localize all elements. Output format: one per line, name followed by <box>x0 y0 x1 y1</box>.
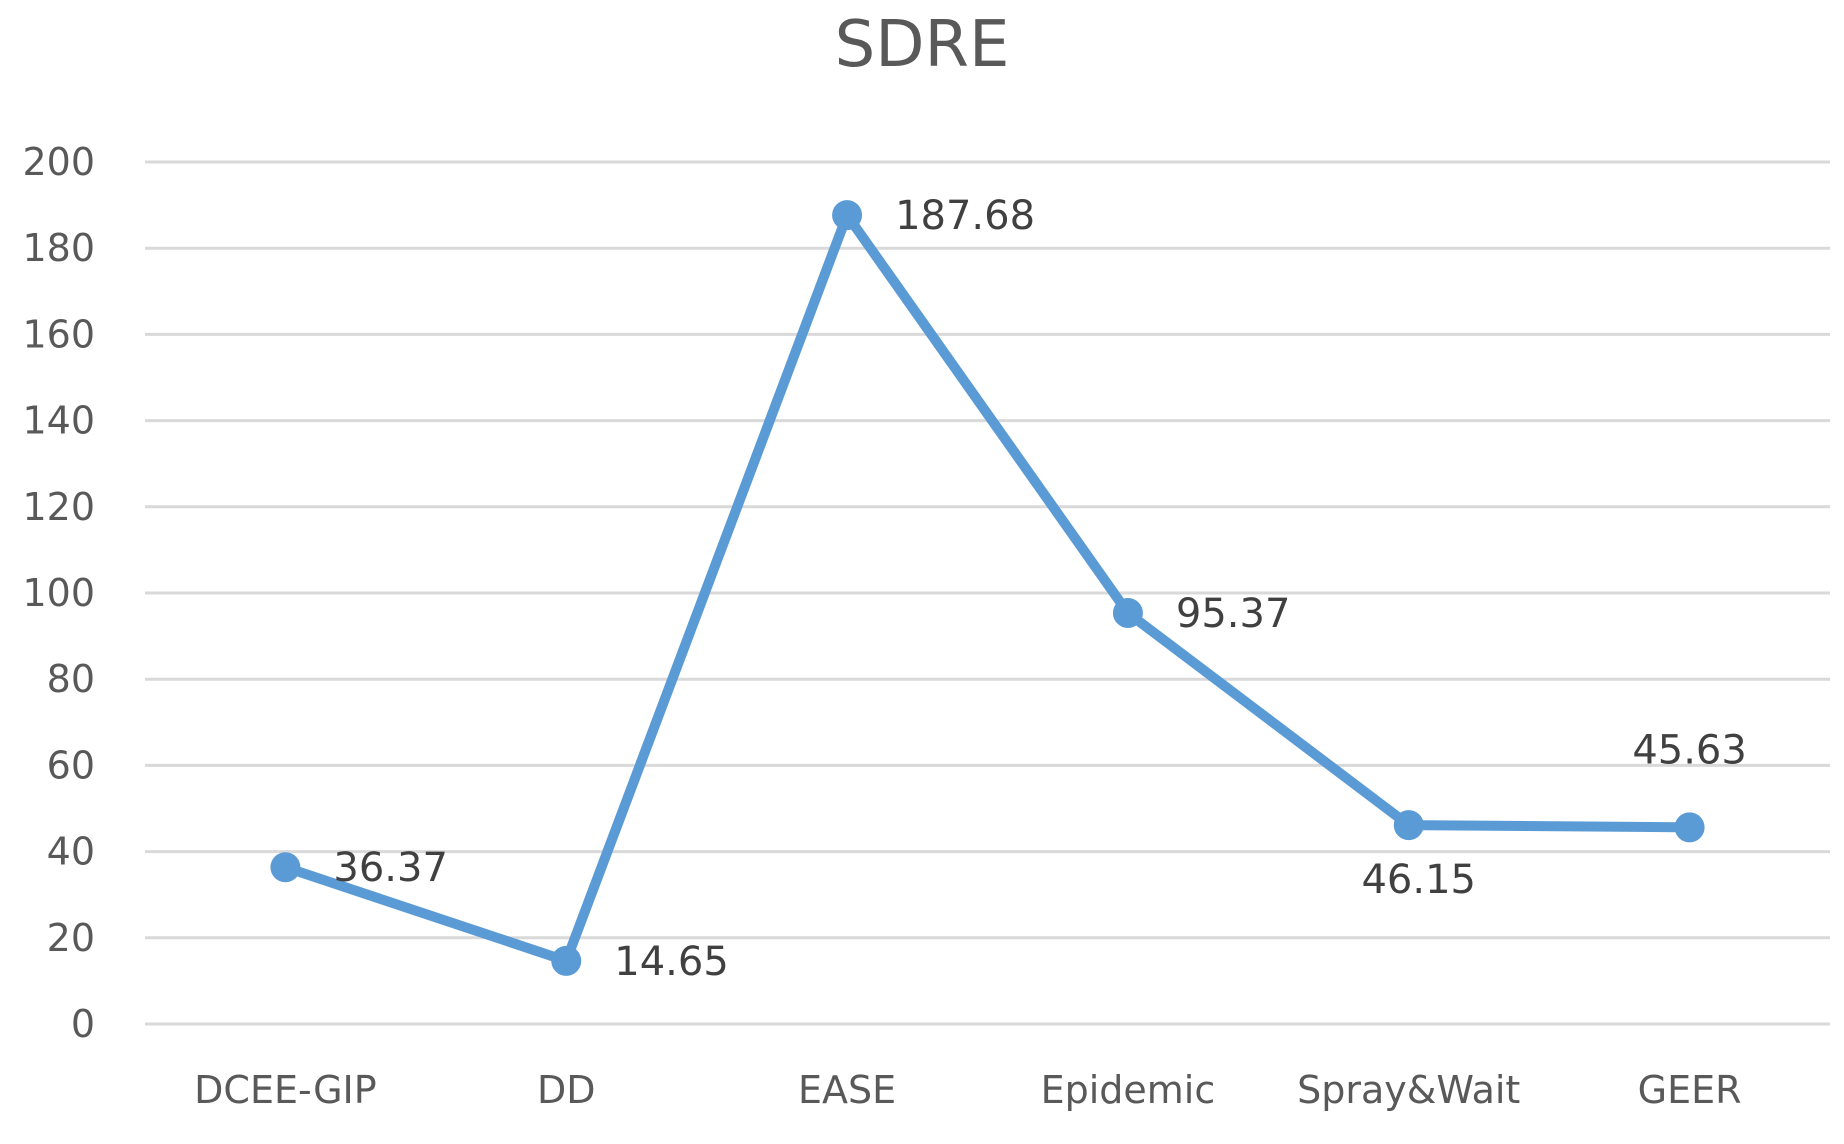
data-point <box>1112 597 1143 628</box>
y-tick-label: 120 <box>22 485 95 529</box>
data-point <box>1674 812 1705 843</box>
chart-title: SDRE <box>834 8 1010 82</box>
y-tick-label: 40 <box>47 830 95 874</box>
data-label: 187.68 <box>895 193 1035 239</box>
y-tick-label: 140 <box>22 399 95 443</box>
data-label: 45.63 <box>1632 727 1747 773</box>
y-tick-label: 0 <box>71 1002 95 1046</box>
data-point <box>551 945 582 976</box>
y-tick-label: 160 <box>22 312 95 356</box>
y-tick-label: 20 <box>47 916 95 960</box>
x-tick-label: DCEE-GIP <box>194 1068 377 1112</box>
y-tick-label: 180 <box>22 226 95 270</box>
y-tick-label: 80 <box>47 657 95 701</box>
y-tick-label: 200 <box>22 140 95 184</box>
data-point <box>1393 810 1424 841</box>
data-label: 46.15 <box>1361 857 1476 903</box>
series-line <box>280 210 1695 966</box>
data-label: 14.65 <box>614 939 729 985</box>
y-tick-label: 100 <box>22 571 95 615</box>
x-tick-label: Spray&Wait <box>1297 1068 1520 1112</box>
x-tick-label: DD <box>537 1068 596 1112</box>
data-point <box>832 200 863 231</box>
x-tick-label: EASE <box>798 1068 896 1112</box>
data-point <box>270 852 301 883</box>
data-label: 36.37 <box>333 845 448 891</box>
y-tick-label: 60 <box>47 743 95 787</box>
data-label: 95.37 <box>1176 591 1291 637</box>
x-tick-label: Epidemic <box>1041 1068 1216 1112</box>
x-tick-label: GEER <box>1638 1068 1742 1112</box>
